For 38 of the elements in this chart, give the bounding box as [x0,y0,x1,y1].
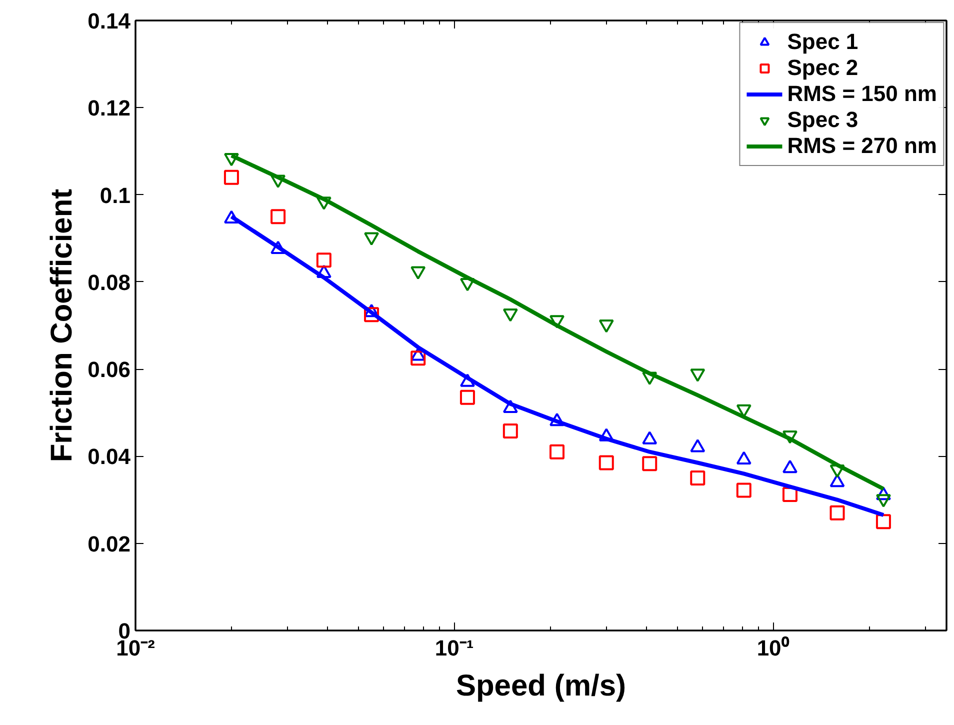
point [736,482,752,498]
point [830,505,845,520]
y-axis-title: Friction Coefficient [46,188,79,462]
point [364,232,380,246]
point [364,307,380,322]
point [876,514,891,530]
point [690,368,706,382]
point [502,423,518,438]
point [642,456,658,472]
point [690,470,706,486]
point [782,430,798,444]
point [316,196,332,210]
point [410,266,426,280]
point [550,315,564,328]
y-tick-label: 0.04 [88,444,132,470]
point [410,350,426,366]
point [550,444,564,460]
y-tick-label: 0.08 [88,270,131,295]
point [736,404,752,418]
legend-label: Spec 1 [787,29,858,55]
legend-label: Spec 2 [787,55,858,81]
y-tick-label: 0.14 [88,8,132,34]
point [502,308,518,322]
y-tick-label: 0.1 [100,182,131,208]
legend-label: RMS = 270 nm [787,133,937,159]
point [270,209,286,224]
x-axis-title: Speed (m/s) [456,670,626,702]
x-tick-label: 10⁰ [756,636,790,660]
y-tick-label: 0.06 [88,357,131,382]
point [316,252,332,268]
y-tick-label: 0.02 [88,531,131,556]
point [642,372,658,385]
x-tick-label: 10⁻¹ [434,636,474,660]
legend-label: RMS = 150 nm [787,81,937,107]
point [270,174,286,188]
point [224,152,239,166]
legend-label: Spec 3 [787,107,858,133]
y-tick-label: 0.12 [88,96,131,121]
